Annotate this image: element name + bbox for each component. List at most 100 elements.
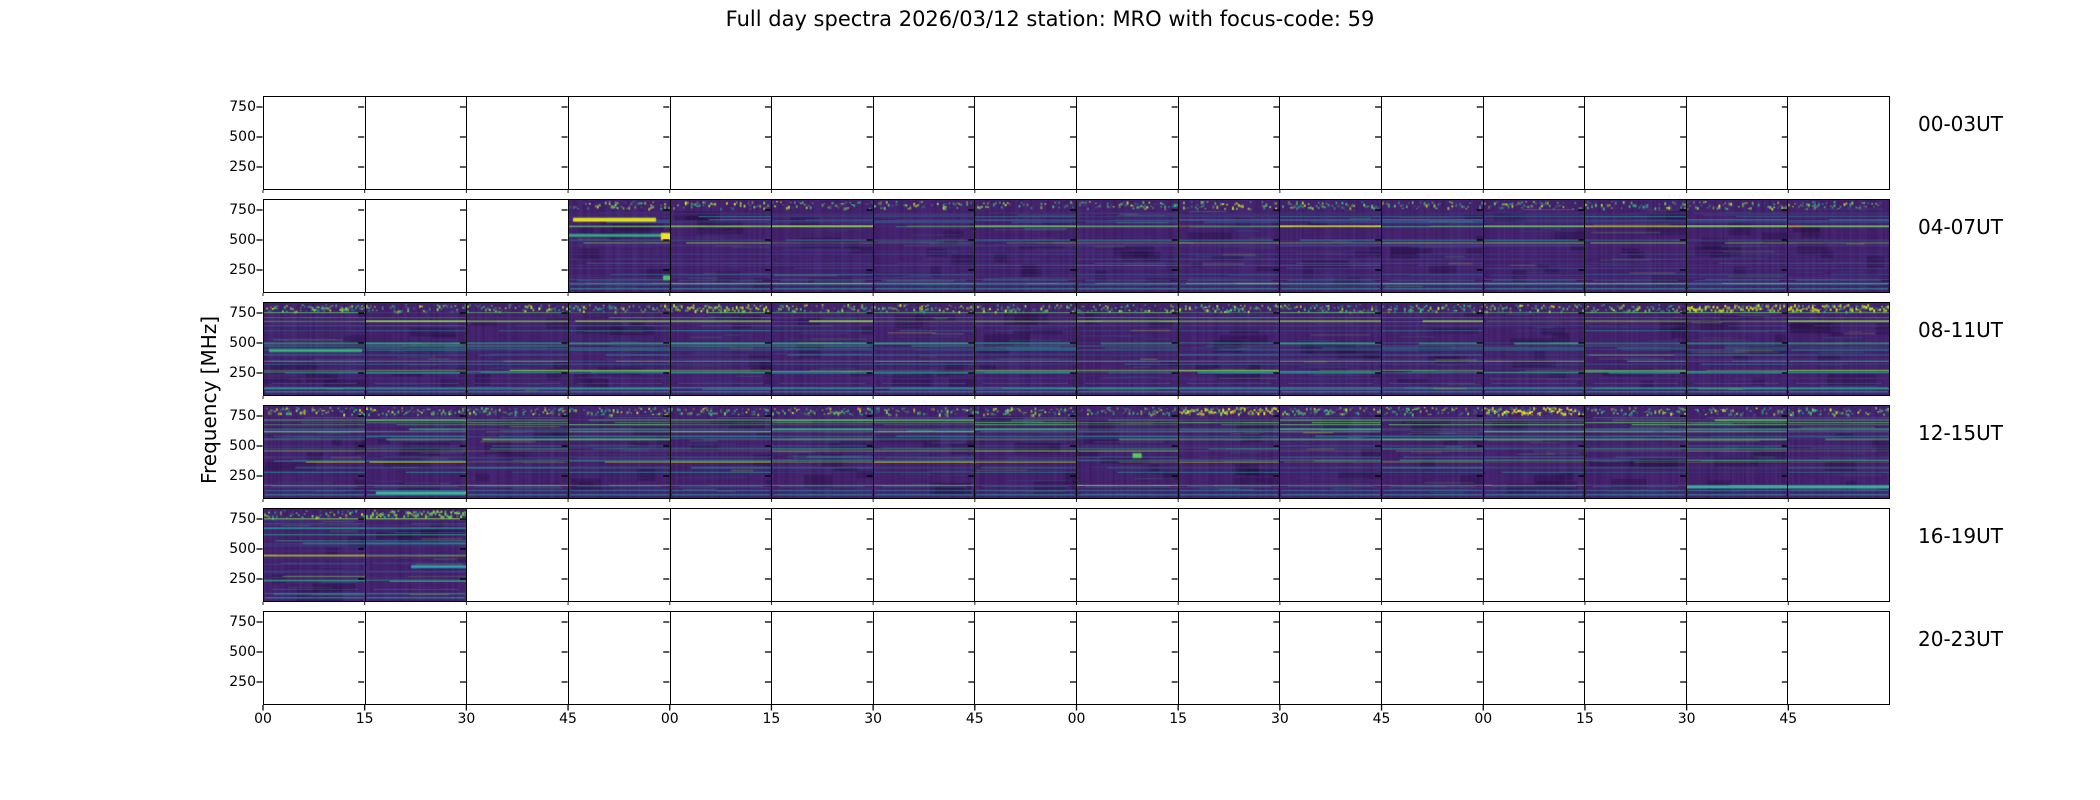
- empty-panel: [1686, 509, 1789, 601]
- spectrogram-panel: [365, 406, 468, 498]
- spectrogram-image: [1077, 303, 1178, 395]
- spectrogram-panel: [975, 303, 1077, 395]
- x-tick-label: 00: [660, 711, 679, 727]
- x-tick-label: 00: [254, 711, 272, 727]
- x-tick-label: 45: [1372, 711, 1391, 727]
- empty-panel: [1178, 612, 1281, 704]
- empty-panel: [568, 509, 671, 601]
- empty-panel: [1077, 612, 1179, 704]
- empty-panel: [1280, 509, 1382, 601]
- empty-panel: [873, 509, 976, 601]
- spectra-row: [263, 96, 1890, 190]
- empty-panel: [873, 97, 976, 189]
- row-time-label: 08-11UT: [1918, 318, 2003, 342]
- spectra-row: [263, 199, 1890, 293]
- empty-panel: [1077, 509, 1179, 601]
- x-tick-label: 00: [1474, 711, 1493, 727]
- spectrogram-image: [1686, 303, 1788, 395]
- empty-panel: [1483, 97, 1586, 189]
- x-tick-label: 45: [559, 711, 577, 727]
- spectrogram-panel: [1483, 406, 1586, 498]
- empty-panel: [365, 612, 468, 704]
- y-tick-label: 250: [229, 674, 256, 690]
- spectrogram-image: [1483, 406, 1585, 498]
- empty-panel: [1280, 612, 1382, 704]
- x-tick-label: 30: [1270, 711, 1289, 727]
- empty-panel: [873, 612, 976, 704]
- spectrogram-panel: [772, 200, 874, 292]
- spectrogram-panel: [1483, 200, 1586, 292]
- spectrogram-image: [467, 406, 568, 498]
- empty-panel: [264, 200, 366, 292]
- spectrogram-image: [1178, 200, 1280, 292]
- spectrogram-image: [772, 406, 873, 498]
- spectrogram-image: [1381, 303, 1483, 395]
- spectrogram-image: [1483, 200, 1585, 292]
- spectrogram-panel: [873, 200, 976, 292]
- spectra-row: [263, 508, 1890, 602]
- empty-panel: [1483, 509, 1586, 601]
- spectrogram-image: [1585, 200, 1686, 292]
- spectrogram-panel: [264, 303, 366, 395]
- spectrogram-panel: [1077, 303, 1179, 395]
- spectrogram-panel: [1178, 303, 1281, 395]
- spectrogram-image: [975, 200, 1076, 292]
- spectrogram-panel: [1280, 303, 1382, 395]
- spectra-row: [263, 611, 1890, 705]
- spectrogram-image: [1280, 303, 1381, 395]
- x-tick-label: 15: [762, 711, 781, 727]
- spectrogram-panel: [1381, 200, 1484, 292]
- y-tick-label: 250: [229, 262, 256, 278]
- spectrogram-image: [365, 406, 467, 498]
- empty-panel: [467, 509, 569, 601]
- empty-panel: [1585, 509, 1687, 601]
- spectra-row: [263, 302, 1890, 396]
- y-tick-label: 750: [229, 614, 256, 630]
- empty-panel: [1483, 612, 1586, 704]
- spectrogram-image: [264, 406, 365, 498]
- spectrogram-image: [365, 509, 467, 601]
- y-tick-label: 750: [229, 202, 256, 218]
- row-time-label: 20-23UT: [1918, 627, 2003, 651]
- row-time-label: 12-15UT: [1918, 421, 2003, 445]
- empty-panel: [467, 200, 569, 292]
- spectrogram-image: [1788, 406, 1889, 498]
- spectrogram-image: [1585, 406, 1686, 498]
- spectrogram-panel: [670, 406, 773, 498]
- spectrogram-image: [568, 200, 670, 292]
- spectrogram-panel: [1381, 406, 1484, 498]
- spectrogram-image: [1585, 303, 1686, 395]
- spectrogram-panel: [1585, 200, 1687, 292]
- spectrogram-panel: [264, 406, 366, 498]
- spectrogram-image: [264, 509, 365, 601]
- spectrogram-panel: [1077, 406, 1179, 498]
- spectrogram-panel: [1178, 406, 1281, 498]
- spectrogram-image: [1381, 200, 1483, 292]
- row-time-label: 04-07UT: [1918, 215, 2003, 239]
- row-time-label: 00-03UT: [1918, 112, 2003, 136]
- empty-panel: [1077, 97, 1179, 189]
- y-tick-label: 250: [229, 468, 256, 484]
- x-tick-label: 30: [457, 711, 476, 727]
- empty-panel: [1686, 97, 1789, 189]
- spectrogram-panel: [1280, 200, 1382, 292]
- spectrogram-panel: [1788, 303, 1889, 395]
- spectrogram-panel: [873, 303, 976, 395]
- empty-panel: [1178, 97, 1281, 189]
- spectrogram-panel: [1585, 303, 1687, 395]
- spectrogram-panel: [365, 509, 468, 601]
- spectrogram-panel: [1686, 200, 1789, 292]
- spectrogram-image: [1178, 406, 1280, 498]
- empty-panel: [1686, 612, 1789, 704]
- empty-panel: [1788, 509, 1889, 601]
- empty-panel: [975, 509, 1077, 601]
- empty-panel: [1280, 97, 1382, 189]
- y-tick-label: 750: [229, 408, 256, 424]
- y-tick-label: 500: [229, 541, 256, 557]
- spectrogram-panel: [975, 406, 1077, 498]
- empty-panel: [1178, 509, 1281, 601]
- y-tick-label: 250: [229, 571, 256, 587]
- spectrogram-image: [1077, 406, 1178, 498]
- y-tick-label: 750: [229, 511, 256, 527]
